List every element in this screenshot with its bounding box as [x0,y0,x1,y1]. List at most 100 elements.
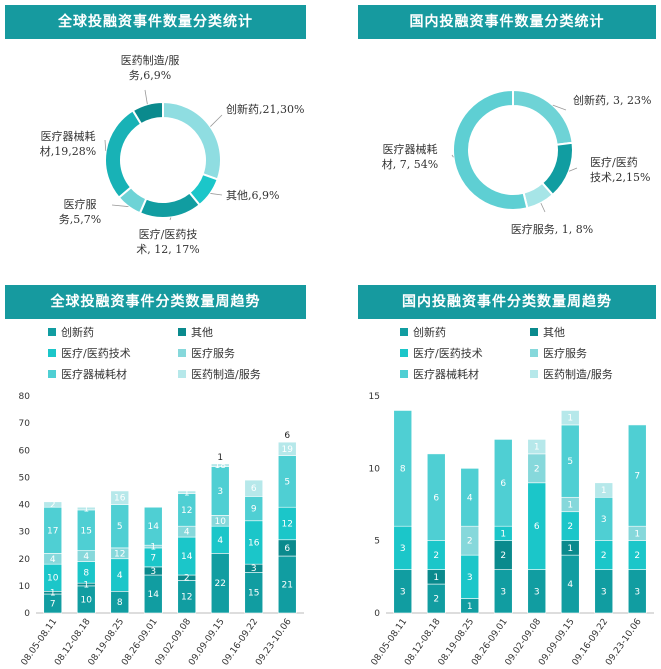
global-bar-data-label-6-1: 3 [251,564,257,574]
global-bar-data-label-0-4: 17 [47,526,58,536]
domestic-donut-leader-1 [568,167,578,172]
global-bar-bar-3-4 [143,506,163,546]
global-bar-data-label-4-1: 2 [184,574,190,584]
domestic-donut-slice-0 [512,88,574,146]
domestic-bar-legend-label-5: 医药制造/服务 [543,367,613,381]
domestic-bar-data-label-4-3: 1 [534,443,540,453]
global-donut-slice-2 [138,191,202,219]
global-donut-slice-4 [104,109,143,200]
global-bar-bar-2-5 [110,490,130,505]
domestic-bar-bar-1-4 [426,453,446,541]
domestic-bar-bar-4-5 [527,439,547,455]
global-bar-data-label-3-1: 3 [150,567,156,577]
global-bar-data-label-4-5: 1 [184,488,190,498]
global-donut-label-0: 创新药,21,30% [226,102,304,116]
domestic-bar-legend-swatch-1 [530,328,538,336]
domestic-bar-legend-label-0: 创新药 [413,325,446,339]
domestic-bar-data-label-2-2: 2 [467,537,473,547]
domestic-donut-leader-3 [451,154,454,158]
domestic-bar-data-label-6-1: 2 [601,551,607,561]
global-bar-data-label-2-2: 12 [114,549,125,559]
domestic-bar-data-label-3-3: 6 [500,479,506,489]
domestic-bar-bar-2-4 [460,468,480,527]
domestic-bar-data-label-5-5: 1 [567,414,573,424]
global-bar-data-label-7-3: 5 [284,477,290,487]
domestic-bar-data-label-7-1: 2 [634,551,640,561]
domestic-bar-bar-7-4 [627,424,647,527]
global-bar-data-label-2-1: 4 [117,571,123,581]
domestic-bar-legend-swatch-4 [400,370,408,378]
domestic-donut-label-2: 医疗服务, 1, 8% [511,222,593,236]
domestic-bar-ytick-3: 15 [369,392,380,402]
global-bar-legend-label-2: 医疗/医药技术 [61,346,131,360]
domestic-donut-label-1: 医疗/医药技术,2,15% [590,155,650,184]
global-bar-data-label-1-1: 1 [83,581,89,591]
domestic-bar-data-label-3-0: 3 [500,587,506,597]
global-bar-legend-label-5: 医药制造/服务 [191,367,261,381]
global-bar-bar-1-5 [76,506,96,511]
global-bar-bar-6-5 [244,479,264,497]
global-bar-data-label-4-2: 14 [181,552,193,562]
global-donut-slice-0 [162,100,222,181]
global-bar-data-label-1-3: 4 [83,552,89,562]
global-bar-legend-swatch-1 [178,328,186,336]
domestic-bar-legend-label-2: 医疗/医药技术 [413,346,483,360]
domestic-bar-bar-5-5 [560,410,580,426]
domestic-bar-legend-swatch-3 [530,349,538,357]
global-bar-data-label-7-2: 12 [282,519,293,529]
domestic-bar-data-label-6-3: 1 [601,486,607,496]
global-bar-legend-swatch-5 [178,370,186,378]
domestic-bar-data-label-0-1: 3 [400,544,406,554]
global-bar-ytick-2: 20 [19,555,31,565]
global-bar-data-label-1-0: 10 [81,595,93,605]
global-bar-title: 全球投融资事件分类数量周趋势 [5,285,306,319]
domestic-donut-label-3: 医疗器械耗材, 7, 54% [382,142,438,171]
global-bar-ytick-0: 0 [24,609,30,619]
global-bar-data-label-1-5: 1 [83,505,89,515]
domestic-bar-data-label-2-0: 1 [467,602,473,612]
domestic-donut-label-0: 创新药, 3, 23% [573,93,651,107]
domestic-donut-leader-0 [552,104,567,111]
global-donut-leader-5 [144,89,148,105]
domestic-bar-data-label-7-3: 7 [634,472,640,482]
domestic-bar-ytick-0: 0 [374,609,380,619]
global-bar-bar-0-5 [43,501,63,508]
global-bar-data-label-1-4: 15 [81,526,92,536]
domestic-bar-data-label-1-2: 2 [433,551,439,561]
domestic-bar-data-label-2-3: 4 [467,493,473,503]
global-bar-data-label-3-2: 7 [150,553,156,563]
global-bar-ytick-8: 80 [19,392,31,402]
global-bar-data-label-3-0: 14 [148,590,160,600]
global-donut-label-2: 医疗/医药技术, 12, 17% [136,227,199,256]
domestic-bar-data-label-6-2: 3 [601,515,607,525]
domestic-bar-legend-label-4: 医疗器械耗材 [413,367,479,381]
global-donut-leader-4 [104,139,107,151]
domestic-bar-legend-swatch-5 [530,370,538,378]
domestic-pie-title: 国内投融资事件数量分类统计 [358,5,656,39]
global-bar-data-label-5-5: 1 [217,453,223,463]
global-bar-legend-swatch-3 [178,349,186,357]
domestic-bar-data-label-4-0: 3 [534,587,540,597]
domestic-bar-bar-0-4 [393,410,413,527]
global-bar-data-label-0-5: 2 [50,501,56,511]
global-bar-data-label-7-0: 21 [282,581,293,591]
global-bar-ytick-5: 50 [19,473,31,483]
global-bar-data-label-4-0: 12 [181,593,192,603]
global-donut-leader-0 [210,114,223,127]
global-bar-data-label-6-4: 6 [251,484,257,494]
global-bar-data-label-6-2: 16 [248,538,260,548]
global-bar-bar-4-5 [177,490,197,494]
domestic-bar-data-label-1-1: 1 [433,573,439,583]
global-bar-data-label-4-3: 4 [184,528,190,538]
global-bar-data-label-5-0: 22 [215,579,226,589]
domestic-bar-ytick-1: 5 [374,537,380,547]
global-bar-legend-label-0: 创新药 [61,325,94,339]
global-donut-slice-5 [131,100,164,126]
global-donut-leader-2 [169,217,172,221]
domestic-bar-xtick-7: 09.23-10.06 [604,617,644,668]
domestic-donut-leader-2 [540,202,546,213]
domestic-donut-slice-3 [452,88,529,211]
global-bar-data-label-6-0: 15 [248,589,259,599]
global-bar-data-label-2-3: 5 [117,522,123,532]
global-bar-ytick-3: 30 [19,528,31,538]
